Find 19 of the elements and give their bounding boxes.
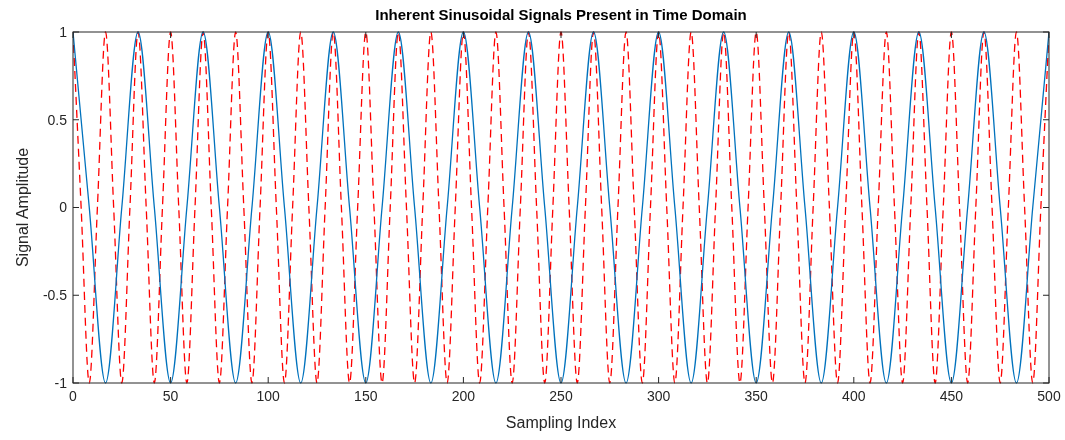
y-tick-label: -1 [54, 374, 68, 391]
x-tick-label: 150 [354, 388, 378, 404]
y-tick-label: 0 [59, 199, 68, 216]
chart-title: Inherent Sinusoidal Signals Present in Time Domain [375, 6, 747, 23]
x-tick-label: 250 [549, 388, 573, 404]
y-tick-label: 0.5 [47, 111, 68, 128]
x-tick-label: 400 [842, 388, 866, 404]
x-tick-label: 100 [256, 388, 281, 404]
x-tick-label: 0 [69, 388, 78, 404]
x-tick-label: 200 [451, 388, 476, 404]
x-axis-title: Sampling Index [505, 414, 617, 431]
x-tick-label: 450 [939, 388, 964, 404]
y-axis-title: Signal Amplitude [14, 147, 31, 268]
x-tick-label: 50 [162, 388, 179, 404]
x-tick-label: 500 [1037, 388, 1061, 404]
y-tick-label: 1 [59, 23, 68, 40]
x-tick-label: 300 [646, 388, 671, 404]
x-tick-label: 350 [744, 388, 769, 404]
y-tick-label: -0.5 [42, 287, 68, 304]
